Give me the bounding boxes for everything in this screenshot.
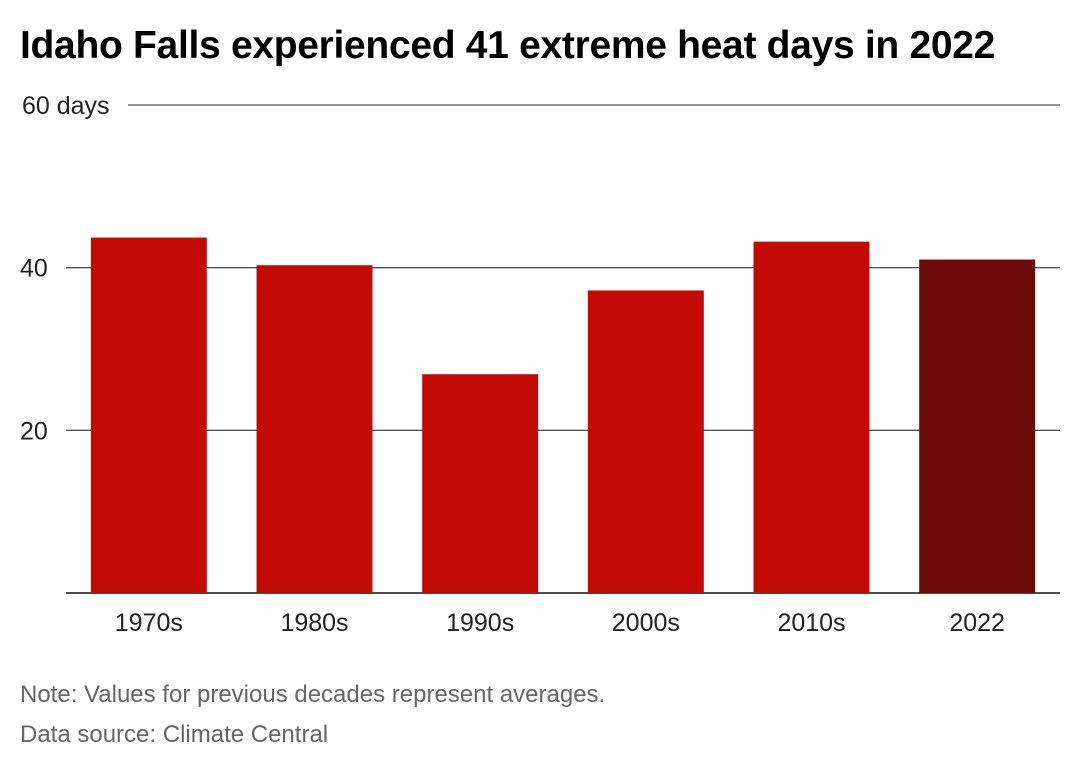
x-tick-label: 2022	[949, 609, 1005, 637]
bar-2022	[919, 259, 1036, 593]
gridlines	[66, 104, 1060, 594]
bars	[90, 237, 1036, 593]
x-tick-label: 2000s	[612, 609, 680, 637]
bar-2000s	[587, 290, 704, 593]
bar-1970s	[90, 237, 207, 593]
chart-note: Note: Values for previous decades repres…	[20, 681, 606, 708]
y-axis-labels: 20 40 60 days	[20, 92, 110, 445]
data-source: Data source: Climate Central	[20, 721, 329, 748]
bar-1980s	[256, 265, 373, 593]
y-tick-label: 60 days	[22, 92, 110, 120]
x-tick-label: 1980s	[280, 609, 348, 637]
x-tick-label: 1990s	[446, 609, 514, 637]
bar-1990s	[422, 374, 539, 593]
x-tick-label: 1970s	[115, 609, 183, 637]
y-tick-label: 40	[20, 255, 48, 283]
bar-chart: 1970s 1980s 1990s 2000s 2010s 2022 20 40 60 day…	[20, 92, 1060, 637]
y-tick-label: 20	[20, 417, 48, 445]
x-axis-labels: 1970s 1980s 1990s 2000s 2010s 2022	[115, 609, 1005, 637]
x-tick-label: 2010s	[777, 609, 845, 637]
chart-title: Idaho Falls experienced 41 extreme heat …	[20, 24, 996, 67]
bar-2010s	[753, 241, 870, 593]
